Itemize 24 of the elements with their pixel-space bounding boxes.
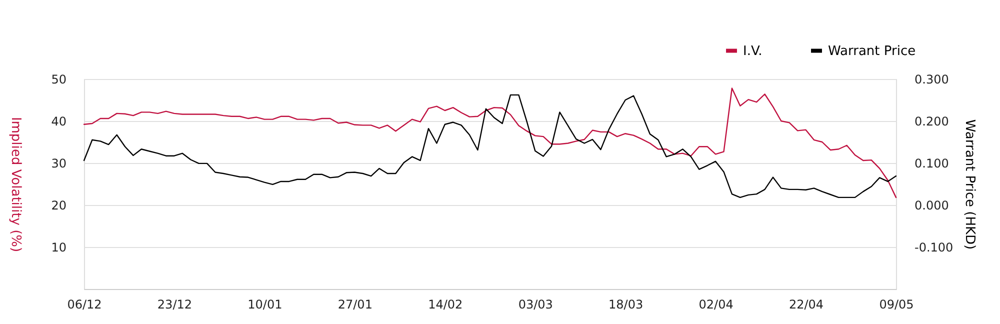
- y-tick-label: 50: [51, 72, 66, 86]
- y-tick-label: 30: [51, 156, 66, 170]
- y2-tick-label: 0.100: [914, 156, 949, 170]
- x-tick-label: 23/12: [157, 298, 192, 312]
- y-axis-title: Implied Volatility (%): [8, 116, 24, 252]
- y2-tick-label: 0.300: [914, 72, 949, 86]
- y-tick-label: 10: [51, 240, 66, 254]
- y2-tick-label: 0.200: [914, 114, 949, 128]
- legend-label: Warrant Price: [828, 44, 916, 59]
- x-tick-label: 14/02: [428, 298, 463, 312]
- x-tick-label: 02/04: [698, 298, 734, 312]
- x-tick-label: 06/12: [67, 298, 102, 312]
- x-tick-label: 03/03: [518, 298, 553, 312]
- x-tick-label: 27/01: [338, 298, 372, 312]
- x-tick-label: 10/01: [248, 298, 282, 312]
- x-tick-label: 22/04: [788, 298, 824, 312]
- y-tick-label: 20: [51, 198, 66, 212]
- y2-axis-title: Warrant Price (HKD): [962, 119, 978, 250]
- x-tick-label: 18/03: [608, 298, 644, 312]
- legend-label: I.V.: [743, 44, 762, 59]
- x-tick-label: 09/05: [879, 298, 914, 312]
- y2-tick-label: 0.000: [914, 198, 949, 212]
- y2-tick-label: -0.100: [914, 240, 954, 254]
- y-tick-label: 40: [51, 114, 66, 128]
